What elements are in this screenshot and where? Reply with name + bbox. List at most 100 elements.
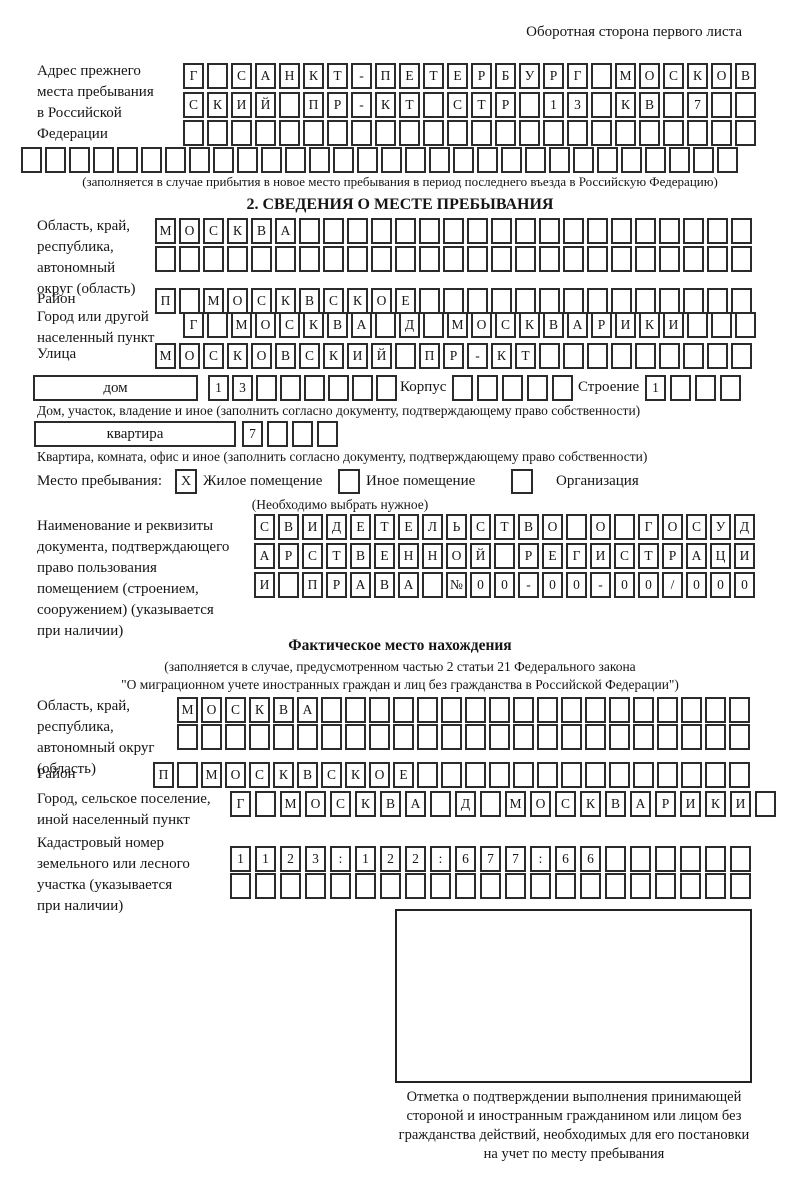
char-box[interactable] [256, 375, 277, 401]
char-box[interactable]: В [275, 343, 296, 369]
char-box[interactable]: Т [327, 63, 348, 89]
char-box[interactable] [213, 147, 234, 173]
char-box[interactable]: И [663, 312, 684, 338]
char-box[interactable]: Е [374, 543, 395, 569]
char-box[interactable] [605, 873, 626, 899]
char-box[interactable]: И [734, 543, 755, 569]
char-box[interactable] [670, 375, 691, 401]
char-box[interactable] [443, 288, 464, 314]
char-box[interactable]: 2 [280, 846, 301, 872]
char-box[interactable] [491, 246, 512, 272]
char-box[interactable]: Т [494, 514, 515, 540]
char-box[interactable]: С [279, 312, 300, 338]
char-box[interactable]: Е [395, 288, 416, 314]
char-box[interactable] [687, 120, 708, 146]
char-box[interactable] [680, 846, 701, 872]
char-box[interactable]: А [350, 572, 371, 598]
char-box[interactable]: В [374, 572, 395, 598]
char-box[interactable]: С [302, 543, 323, 569]
char-box[interactable] [669, 147, 690, 173]
char-box[interactable] [230, 873, 251, 899]
char-box[interactable]: Г [566, 543, 587, 569]
char-box[interactable]: В [543, 312, 564, 338]
char-box[interactable] [227, 246, 248, 272]
char-box[interactable] [279, 120, 300, 146]
char-box[interactable] [705, 762, 726, 788]
char-box[interactable]: 0 [686, 572, 707, 598]
char-box[interactable]: 6 [455, 846, 476, 872]
char-box[interactable] [587, 246, 608, 272]
char-box[interactable] [305, 873, 326, 899]
char-box[interactable] [645, 147, 666, 173]
char-box[interactable]: 6 [580, 846, 601, 872]
char-box[interactable] [491, 288, 512, 314]
char-box[interactable] [292, 421, 313, 447]
char-box[interactable] [321, 697, 342, 723]
char-box[interactable] [491, 218, 512, 244]
char-box[interactable] [297, 724, 318, 750]
char-box[interactable]: М [203, 288, 224, 314]
char-box[interactable] [419, 288, 440, 314]
char-box[interactable] [321, 724, 342, 750]
char-box[interactable] [371, 218, 392, 244]
char-box[interactable] [705, 846, 726, 872]
char-box[interactable]: Д [399, 312, 420, 338]
char-box[interactable]: К [275, 288, 296, 314]
char-box[interactable] [655, 873, 676, 899]
char-box[interactable] [591, 63, 612, 89]
char-box[interactable]: П [155, 288, 176, 314]
char-box[interactable] [395, 246, 416, 272]
char-box[interactable] [539, 246, 560, 272]
char-box[interactable]: С [183, 92, 204, 118]
char-box[interactable] [573, 147, 594, 173]
char-box[interactable]: Е [350, 514, 371, 540]
char-box[interactable]: К [303, 312, 324, 338]
char-box[interactable] [539, 218, 560, 244]
char-box[interactable]: А [405, 791, 426, 817]
char-box[interactable] [155, 246, 176, 272]
char-box[interactable] [177, 762, 198, 788]
char-box[interactable]: Е [393, 762, 414, 788]
char-box[interactable] [735, 120, 756, 146]
char-box[interactable] [430, 873, 451, 899]
char-box[interactable] [609, 762, 630, 788]
char-box[interactable] [587, 218, 608, 244]
char-box[interactable]: Г [638, 514, 659, 540]
char-box[interactable] [680, 873, 701, 899]
char-box[interactable] [203, 246, 224, 272]
char-box[interactable]: 7 [480, 846, 501, 872]
char-box[interactable]: П [419, 343, 440, 369]
char-box[interactable] [495, 120, 516, 146]
char-box[interactable]: Р [518, 543, 539, 569]
char-box[interactable] [417, 724, 438, 750]
char-box[interactable] [279, 92, 300, 118]
char-box[interactable] [513, 697, 534, 723]
char-box[interactable] [267, 421, 288, 447]
char-box[interactable] [201, 724, 222, 750]
char-box[interactable]: О [446, 543, 467, 569]
inoe-checkbox[interactable] [338, 469, 360, 494]
char-box[interactable] [711, 120, 732, 146]
organizaciya-checkbox[interactable] [511, 469, 533, 494]
char-box[interactable] [731, 218, 752, 244]
char-box[interactable] [395, 343, 416, 369]
char-box[interactable] [683, 246, 704, 272]
char-box[interactable] [707, 218, 728, 244]
char-box[interactable]: Р [662, 543, 683, 569]
char-box[interactable] [585, 724, 606, 750]
char-box[interactable] [659, 288, 680, 314]
char-box[interactable] [417, 697, 438, 723]
char-box[interactable] [489, 724, 510, 750]
char-box[interactable] [630, 873, 651, 899]
char-box[interactable]: 0 [614, 572, 635, 598]
char-box[interactable]: Б [495, 63, 516, 89]
char-box[interactable] [717, 147, 738, 173]
char-box[interactable]: И [730, 791, 751, 817]
char-box[interactable] [355, 873, 376, 899]
char-box[interactable] [299, 218, 320, 244]
char-box[interactable] [539, 288, 560, 314]
char-box[interactable]: У [710, 514, 731, 540]
char-box[interactable] [707, 246, 728, 272]
char-box[interactable]: Г [183, 63, 204, 89]
char-box[interactable] [345, 724, 366, 750]
